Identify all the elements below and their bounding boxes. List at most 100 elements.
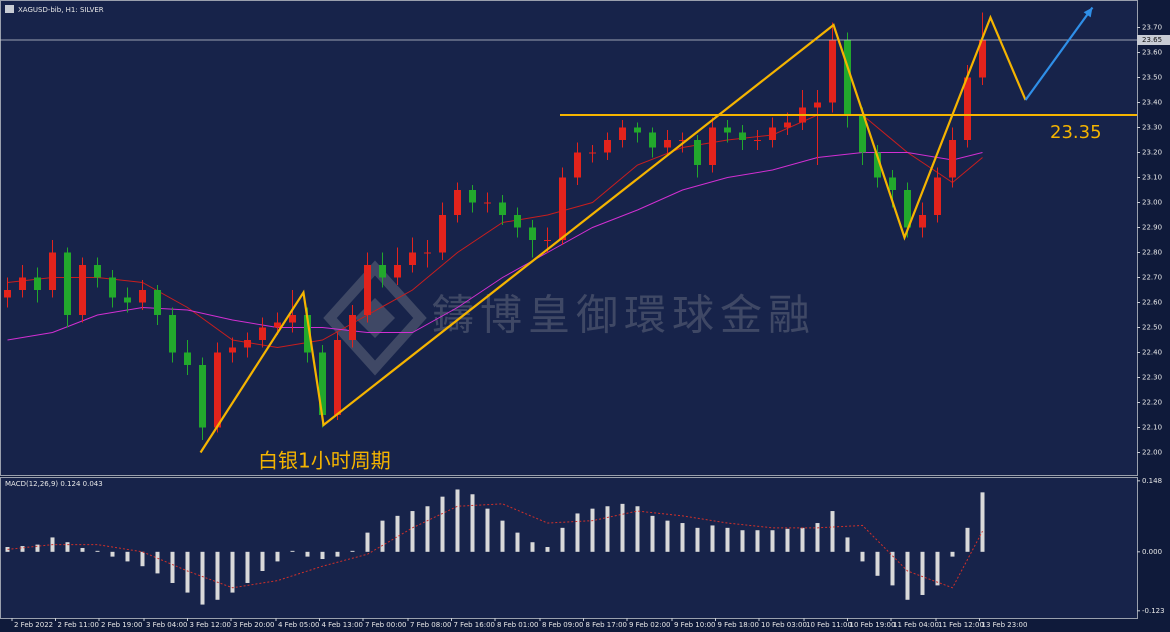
macd-bar	[155, 551, 160, 574]
candle-body	[544, 240, 551, 241]
x-tick-label: 7 Feb 08:00	[410, 621, 451, 629]
y-tick-label: 22.90	[1142, 224, 1162, 232]
macd-bar	[605, 506, 610, 552]
candle-body	[814, 102, 821, 108]
y-tick-label: 22.50	[1142, 324, 1162, 332]
macd-bar	[275, 551, 280, 562]
y-tick-label: 23.10	[1142, 174, 1162, 182]
x-tick-label: 4 Feb 13:00	[322, 621, 363, 629]
y-tick-label: 23.20	[1142, 149, 1162, 157]
candle-body	[139, 290, 146, 303]
macd-bar	[665, 520, 670, 552]
candle-body	[679, 140, 686, 141]
candle-body	[889, 177, 896, 190]
candle-body	[769, 127, 776, 140]
candle-body	[949, 140, 956, 178]
level-label: 23.35	[1050, 122, 1102, 143]
macd-bar	[920, 551, 925, 595]
x-tick-label: 3 Feb 12:00	[190, 621, 231, 629]
macd-bar	[680, 523, 685, 552]
candle-body	[34, 277, 41, 290]
candle-body	[79, 265, 86, 315]
x-tick-label: 4 Feb 05:00	[278, 621, 319, 629]
candle-body	[484, 202, 491, 204]
macd-bar	[110, 551, 115, 557]
candle-body	[394, 265, 401, 278]
candle-body	[649, 132, 656, 148]
y-tick-label: 22.00	[1142, 449, 1162, 457]
macd-bar	[290, 550, 295, 552]
y-tick-label: 22.30	[1142, 374, 1162, 382]
macd-bar	[350, 550, 355, 552]
price-label-bg	[1137, 35, 1170, 45]
macd-bar	[620, 503, 625, 552]
candle-body	[589, 152, 596, 154]
macd-tick-label: -0.123	[1142, 607, 1165, 615]
arrow-head	[1083, 7, 1093, 18]
macd-bar	[245, 551, 250, 583]
candle-body	[199, 365, 206, 428]
macd-bar	[20, 546, 25, 552]
candle-body	[94, 265, 101, 278]
candle-body	[109, 277, 116, 298]
macd-bar	[80, 547, 85, 552]
y-tick-label: 23.50	[1142, 74, 1162, 82]
candle-body	[289, 315, 296, 323]
candle-body	[334, 340, 341, 415]
macd-bar	[935, 551, 940, 586]
macd-bar	[140, 551, 145, 567]
macd-bar	[710, 525, 715, 552]
macd-bar	[875, 551, 880, 576]
macd-bar	[95, 550, 100, 552]
macd-bar	[755, 530, 760, 552]
macd-bar	[470, 494, 475, 552]
candle-body	[574, 152, 581, 178]
candle-body	[724, 127, 731, 133]
macd-bar	[965, 527, 970, 552]
macd-bar	[185, 551, 190, 593]
x-tick-label: 10 Feb 03:00	[761, 621, 807, 629]
macd-bar	[695, 527, 700, 552]
macd-bar	[560, 527, 565, 552]
candle-body	[784, 122, 791, 128]
x-tick-label: 13 Feb 23:00	[982, 621, 1028, 629]
macd-bar	[65, 542, 70, 552]
candle-body	[454, 190, 461, 215]
macd-bar	[305, 551, 310, 557]
macd-bar	[215, 551, 220, 600]
symbol-icon	[5, 5, 14, 13]
x-tick-label: 9 Feb 18:00	[718, 621, 759, 629]
macd-bar	[380, 520, 385, 552]
macd-bar	[725, 527, 730, 552]
macd-bar	[860, 551, 865, 562]
macd-signal	[7, 503, 983, 589]
candle-body	[4, 290, 11, 298]
macd-bar	[365, 532, 370, 552]
macd-bar	[740, 530, 745, 552]
candle-body	[619, 127, 626, 140]
candle-body	[694, 140, 701, 165]
macd-bar	[515, 532, 520, 552]
macd-bar	[845, 537, 850, 552]
x-tick-label: 7 Feb 00:00	[365, 621, 406, 629]
candle-body	[604, 140, 611, 153]
candle-body	[499, 202, 506, 215]
x-tick-label: 10 Feb 11:00	[806, 621, 852, 629]
candle-body	[439, 215, 446, 253]
y-tick-label: 23.30	[1142, 124, 1162, 132]
candle-body	[979, 40, 986, 78]
macd-tick-label: 0.148	[1142, 477, 1162, 485]
y-tick-label: 23.40	[1142, 99, 1162, 107]
x-tick-label: 7 Feb 16:00	[454, 621, 495, 629]
candle-body	[379, 265, 386, 278]
macd-bar	[590, 508, 595, 552]
x-tick-label: 3 Feb 04:00	[146, 621, 187, 629]
candle-body	[829, 40, 836, 103]
y-tick-label: 22.80	[1142, 249, 1162, 257]
y-tick-label: 22.40	[1142, 349, 1162, 357]
macd-bar	[800, 527, 805, 552]
candle-body	[874, 152, 881, 178]
arrow	[1024, 6, 1094, 101]
x-tick-label: 9 Feb 10:00	[674, 621, 715, 629]
